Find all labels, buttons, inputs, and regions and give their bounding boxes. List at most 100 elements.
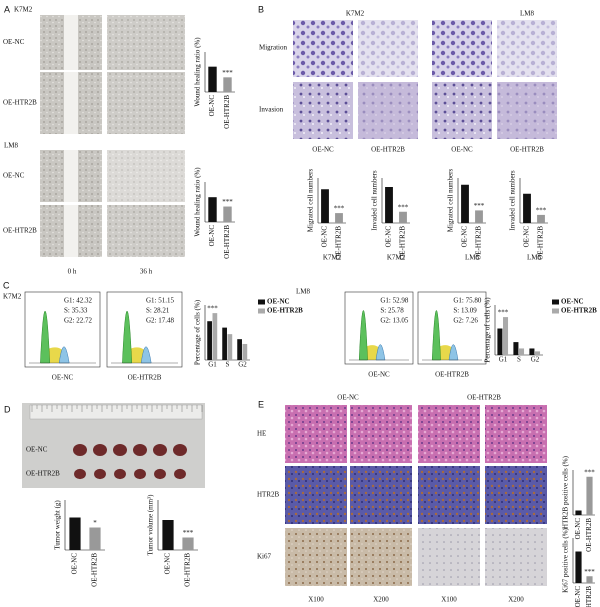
magnification: X100 xyxy=(441,596,457,604)
x-tick-label: OE-HTR2B xyxy=(223,95,231,129)
x-tick-label: OE-HTR2B xyxy=(399,226,407,260)
flow-s-phase xyxy=(127,347,145,363)
wound-area xyxy=(107,205,185,257)
y-axis-label: Invaded cell numbers xyxy=(509,170,517,231)
wound-gap xyxy=(64,150,78,202)
significance: *** xyxy=(536,207,547,215)
plot-caption: OE-NC xyxy=(52,374,74,382)
flow-stat: S: 25.78 xyxy=(380,307,404,315)
legend-label: OE-HTR2B xyxy=(561,307,597,315)
bar xyxy=(222,327,227,360)
tumor xyxy=(74,468,86,480)
legend-swatch xyxy=(258,308,265,314)
x-tick-label: S xyxy=(517,356,521,364)
micrograph xyxy=(497,20,557,77)
bar xyxy=(335,213,343,223)
x-tick-label: OE-NC xyxy=(523,226,531,248)
row-label: OE-HTR2B xyxy=(26,470,60,478)
y-axis-label: HTR2B positive cells (%) xyxy=(562,455,570,529)
panel-label: C xyxy=(3,280,10,290)
micrograph xyxy=(350,466,412,524)
tumor xyxy=(93,444,107,456)
time-label: 0 h xyxy=(68,268,77,276)
cell-line: LM8 xyxy=(520,10,535,18)
x-tick-label: S xyxy=(226,361,230,369)
flow-stat: S: 13.09 xyxy=(453,307,477,315)
micrograph xyxy=(432,20,492,77)
flow-g1 xyxy=(122,310,133,364)
micrograph xyxy=(418,405,480,463)
row-label: Invasion xyxy=(259,106,284,114)
bar xyxy=(586,476,593,515)
micrograph xyxy=(107,72,185,134)
flow-s-phase xyxy=(45,347,63,363)
bar xyxy=(223,206,232,222)
micrograph xyxy=(285,466,347,524)
cell-line: LM8 xyxy=(296,288,311,296)
micrograph xyxy=(285,405,347,463)
x-tick-label: OE-NC xyxy=(208,95,216,117)
group-label: OE-NC xyxy=(337,394,359,402)
panel-label: E xyxy=(258,399,264,409)
legend-swatch xyxy=(552,299,559,305)
micrograph xyxy=(293,20,353,77)
bar xyxy=(519,348,525,355)
wound-area xyxy=(107,150,185,202)
micrograph xyxy=(418,528,480,586)
row-label: OE-HTR2B xyxy=(3,227,37,235)
tumor xyxy=(94,468,106,480)
plot-caption: OE-HTR2B xyxy=(128,374,162,382)
bar xyxy=(475,210,483,223)
flow-g1 xyxy=(431,310,441,361)
y-axis-label: Tumor volume (mm³) xyxy=(147,494,155,556)
tumor xyxy=(134,468,146,480)
y-axis-label: Tumor weight (g) xyxy=(54,500,62,550)
cell-line: K7M2 xyxy=(346,10,365,18)
bar xyxy=(575,551,582,583)
bar xyxy=(399,211,407,223)
group-label: OE-NC xyxy=(312,146,334,154)
x-tick-label: OE-HTR2B xyxy=(91,553,99,587)
bar xyxy=(497,328,503,355)
flow-stat: S: 35.33 xyxy=(64,307,88,315)
row-label: HTR2B xyxy=(257,491,280,499)
significance: *** xyxy=(398,203,409,211)
micrograph xyxy=(107,150,185,202)
ruler xyxy=(29,404,203,420)
flow-stat: G2: 7.26 xyxy=(453,317,478,325)
bar xyxy=(575,510,582,515)
panel-label: D xyxy=(4,404,11,414)
y-axis-label: Percentage of cells (%) xyxy=(194,299,202,365)
significance: *** xyxy=(183,529,194,537)
x-tick-label: OE-NC xyxy=(321,226,329,248)
micrograph xyxy=(107,15,185,70)
bar xyxy=(227,334,233,360)
tumor xyxy=(114,468,126,480)
micrograph xyxy=(497,82,557,139)
tumor xyxy=(133,444,147,456)
bar xyxy=(208,197,217,222)
legend-label: OE-NC xyxy=(561,298,584,306)
micrograph xyxy=(358,82,418,139)
x-tick-label: G1 xyxy=(499,356,508,364)
significance: *** xyxy=(584,468,595,476)
micrograph xyxy=(485,528,547,586)
bar xyxy=(208,66,217,92)
micrograph xyxy=(350,528,412,586)
micrograph xyxy=(358,20,418,77)
x-tick-label: OE-NC xyxy=(208,225,216,247)
x-tick-label: OE-HTR2B xyxy=(537,226,545,260)
x-tick-label: OE-NC xyxy=(164,553,172,575)
flow-stat: G1: 51.15 xyxy=(146,297,175,305)
x-tick-label: OE-HTR2B xyxy=(184,553,192,587)
row-label: OE-NC xyxy=(3,172,25,180)
tumor xyxy=(154,468,166,480)
bar xyxy=(212,313,218,360)
flow-s-phase xyxy=(364,345,379,360)
bar xyxy=(523,193,531,223)
x-tick-label: G2 xyxy=(238,361,247,369)
significance: *** xyxy=(498,309,509,317)
bar xyxy=(529,348,535,355)
tumor xyxy=(173,444,187,456)
cell-line: LM8 xyxy=(4,142,19,150)
